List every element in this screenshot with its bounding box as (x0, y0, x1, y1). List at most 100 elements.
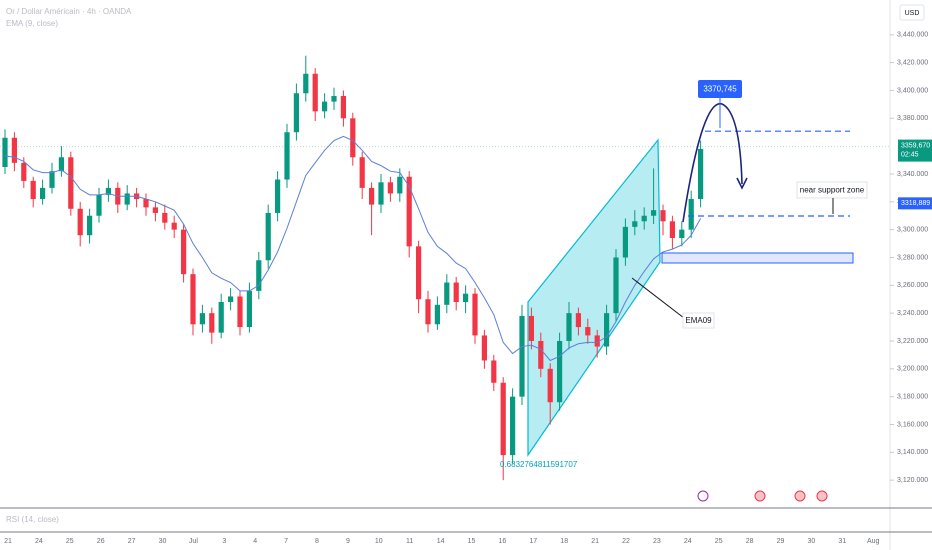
candle-body (566, 313, 572, 341)
candle-body (669, 221, 675, 238)
last-price-label: 3359,670 (901, 142, 930, 149)
candle-body (585, 327, 591, 336)
x-tick-label: 23 (653, 538, 661, 545)
candle-body (96, 194, 102, 216)
candle-body (660, 210, 666, 222)
candle-body (293, 93, 299, 133)
y-tick-label: 3,300.000 (897, 226, 928, 233)
x-tick-label: 27 (128, 538, 136, 545)
candle-body (425, 299, 431, 325)
x-tick-label: 7 (284, 538, 288, 545)
x-tick-label: 25 (715, 538, 723, 545)
y-tick-label: 3,260.000 (897, 282, 928, 289)
x-tick-label: 30 (808, 538, 816, 545)
candles (2, 55, 704, 481)
candle-body (303, 73, 309, 94)
candle-body (359, 157, 365, 188)
x-tick-label: 4 (253, 538, 257, 545)
candle-body (152, 207, 158, 213)
x-tick-label: 21 (4, 538, 12, 545)
currency: USD (905, 10, 920, 17)
candle-body (87, 215, 93, 236)
x-tick-label: 26 (97, 538, 105, 545)
candle-body (181, 229, 187, 275)
candle-body (237, 296, 243, 328)
candle-body (11, 137, 17, 163)
y-tick-label: 3,140.000 (897, 449, 928, 456)
candle-body (331, 96, 337, 102)
candle-body (463, 293, 469, 303)
x-tick-label: 28 (746, 538, 754, 545)
candle-body (77, 208, 83, 236)
candle-body (538, 340, 544, 369)
x-tick-label: 8 (315, 538, 319, 545)
candle-body (58, 157, 64, 172)
candle-body (510, 396, 516, 456)
y-tick-label: 3,180.000 (897, 394, 928, 401)
x-tick-label: Jul (189, 538, 198, 545)
event-icon[interactable] (816, 490, 828, 502)
candle-body (491, 360, 497, 383)
candle-body (218, 302, 224, 333)
candle-body (209, 313, 215, 333)
y-tick-label: 3,440.000 (897, 32, 928, 39)
candle-body (444, 282, 450, 305)
candle-body (40, 187, 46, 200)
candle-body (350, 118, 356, 158)
x-tick-label: 10 (375, 538, 383, 545)
countdown: 02:45 (901, 151, 919, 158)
y-tick-label: 3,120.000 (897, 477, 928, 484)
x-tick-label: 21 (591, 538, 599, 545)
y-tick-label: 3,380.000 (897, 115, 928, 122)
candle-body (30, 180, 36, 200)
x-tick-label: Aug (867, 538, 880, 545)
x-tick-label: 11 (406, 538, 413, 545)
symbol-title: Or / Dollar Américain · 4h · OANDA (6, 7, 132, 16)
x-tick-label: 3 (222, 538, 226, 545)
candle-body (199, 313, 205, 325)
candle-body (162, 212, 168, 223)
ema-box (682, 312, 715, 329)
candle-body (698, 148, 704, 200)
candle-body (632, 221, 638, 227)
candle-body (378, 182, 384, 205)
y-tick-label: 3,220.000 (897, 338, 928, 345)
support-zone (661, 252, 854, 264)
target-box (698, 80, 742, 98)
candle-body (500, 382, 506, 456)
ema-pointer (631, 277, 685, 319)
candle-body (143, 199, 149, 208)
candle-body (557, 340, 563, 403)
x-tick-label: 24 (35, 538, 43, 545)
x-tick-label: 15 (468, 538, 476, 545)
candle-body (528, 315, 534, 341)
candle-body (68, 157, 74, 209)
arrow-head (736, 177, 748, 190)
y-tick-label: 3,160.000 (897, 421, 928, 428)
currency-box (899, 4, 925, 21)
candle-body (228, 296, 234, 303)
x-tick-label: 29 (777, 538, 785, 545)
candle-body (604, 313, 610, 347)
note-box (796, 181, 868, 199)
y-tick-label: 3,400.000 (897, 87, 928, 94)
candle-body (322, 101, 328, 112)
candle-body (575, 313, 581, 328)
x-tick-label: 17 (529, 538, 537, 545)
event-icon[interactable] (697, 490, 709, 502)
candle-body (613, 257, 619, 314)
candle-body (679, 229, 685, 238)
candle-body (688, 199, 694, 230)
y-tick-label: 3,240.000 (897, 310, 928, 317)
indicator-label: EMA (9, close) (6, 19, 58, 28)
x-tick-label: 14 (437, 538, 445, 545)
candle-body (171, 222, 177, 230)
candle-body (594, 335, 600, 347)
candle-body (622, 226, 628, 258)
support-note: near support zone (800, 186, 865, 195)
event-icon[interactable] (794, 490, 806, 502)
event-icon[interactable] (754, 490, 766, 502)
candle-body (416, 246, 422, 300)
